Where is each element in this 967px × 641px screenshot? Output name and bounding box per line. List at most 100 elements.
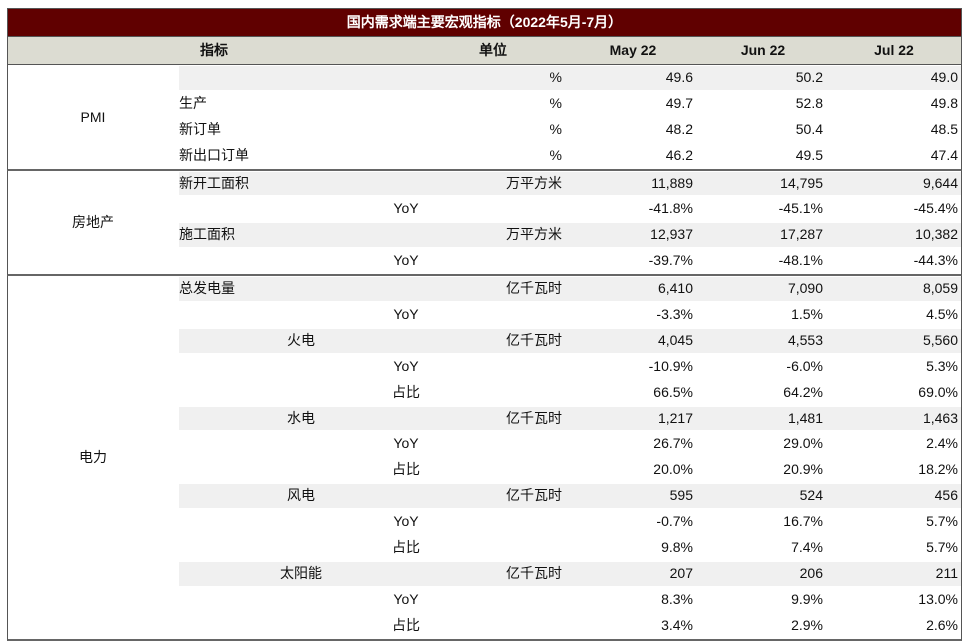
- value-cell: 9.9%: [791, 590, 823, 607]
- value-cell: 1,217: [657, 409, 693, 426]
- table-header: 指标 单位 May 22 Jun 22 Jul 22: [7, 36, 962, 65]
- value-cell: 26.7%: [653, 435, 693, 452]
- value-cell: 18.2%: [918, 461, 958, 478]
- value-cell: -41.8%: [648, 200, 693, 217]
- value-cell: 1,481: [787, 409, 823, 426]
- table-row: 新订单% 48.2 50.4 48.5: [8, 117, 961, 143]
- value-cell: -6.0%: [786, 357, 823, 374]
- value-cell: 1.5%: [791, 306, 823, 323]
- table-row: 占比 20.0% 20.9% 18.2%: [8, 457, 961, 483]
- value-cell: 3.4%: [661, 616, 693, 633]
- value-cell: 2.9%: [791, 616, 823, 633]
- value-cell: 49.0: [930, 69, 958, 85]
- value-cell: -39.7%: [648, 252, 693, 269]
- value-cell: 50.2: [795, 69, 823, 85]
- value-cell: 8,059: [922, 280, 958, 297]
- value-cell: 69.0%: [918, 383, 958, 400]
- value-cell: 16.7%: [783, 513, 823, 530]
- value-cell: 5.7%: [926, 539, 958, 556]
- unit-cell: 亿千瓦时: [506, 331, 562, 348]
- value-cell: 13.0%: [918, 590, 958, 607]
- value-cell: 47.4: [930, 146, 958, 163]
- value-cell: 11,889: [651, 174, 693, 191]
- value-cell: 524: [799, 487, 823, 504]
- table-row: 占比 66.5% 64.2% 69.0%: [8, 380, 961, 406]
- table-row: 水电 亿千瓦时 1,217 1,481 1,463: [8, 406, 961, 432]
- row-group: 房地产 新开工面积 万平方米 11,889 14,795 9,644 YoY -41.8% -4…: [7, 170, 962, 277]
- value-cell: 5.3%: [926, 357, 958, 374]
- value-cell: 9.8%: [661, 539, 693, 556]
- value-cell: -48.1%: [778, 252, 823, 269]
- value-cell: 4,553: [787, 331, 823, 348]
- value-cell: 7.4%: [791, 539, 823, 556]
- table-row: 总发电量 亿千瓦时 6,410 7,090 8,059: [8, 276, 961, 302]
- table-row: 太阳能 亿千瓦时 207 206 211: [8, 561, 961, 587]
- table-row: YoY -3.3% 1.5% 4.5%: [8, 302, 961, 328]
- table-title: 国内需求端主要宏观指标（2022年5月-7月）: [7, 8, 962, 36]
- group-name: 电力: [79, 449, 107, 466]
- indicator-label: 新订单: [179, 120, 221, 137]
- value-cell: 7,090: [787, 280, 823, 297]
- value-cell: 52.8: [795, 94, 823, 111]
- value-cell: 8.3%: [661, 590, 693, 607]
- value-cell: 66.5%: [653, 383, 693, 400]
- value-cell: 4.5%: [926, 306, 958, 323]
- value-cell: 20.9%: [783, 461, 823, 478]
- table-row: YoY -39.7% -48.1% -44.3%: [8, 248, 961, 274]
- value-cell: 49.5: [795, 146, 823, 163]
- unit-cell: 亿千瓦时: [506, 487, 562, 504]
- value-cell: 2.6%: [926, 616, 958, 633]
- unit-cell: 亿千瓦时: [506, 409, 562, 426]
- indicator-label: 新开工面积: [179, 174, 249, 191]
- header-month-1: May 22: [609, 42, 657, 58]
- table-row: YoY 26.7% 29.0% 2.4%: [8, 431, 961, 457]
- table-row: YoY 8.3% 9.9% 13.0%: [8, 587, 961, 613]
- indicator-label: 新出口订单: [179, 146, 249, 163]
- table-row: YoY -10.9% -6.0% 5.3%: [8, 354, 961, 380]
- table-row: 新出口订单% 46.2 49.5 47.4: [8, 143, 961, 169]
- group-name: PMI: [80, 108, 106, 125]
- group-name: 房地产: [72, 214, 114, 231]
- value-cell: 1,463: [922, 409, 958, 426]
- value-cell: 211: [935, 564, 958, 581]
- value-cell: 49.7: [665, 94, 693, 111]
- value-cell: 17,287: [780, 226, 823, 243]
- header-indicator: 指标: [200, 42, 228, 58]
- indicator-label: 施工面积: [179, 226, 235, 243]
- value-cell: 5.7%: [926, 513, 958, 530]
- table-row: 占比 9.8% 7.4% 5.7%: [8, 535, 961, 561]
- unit-cell: 万平方米: [506, 226, 562, 243]
- table-row: 占比 3.4% 2.9% 2.6%: [8, 613, 961, 639]
- value-cell: 48.2: [665, 120, 693, 137]
- table-row: 风电 亿千瓦时 595 524 456: [8, 483, 961, 509]
- value-cell: 12,937: [650, 226, 693, 243]
- header-month-2: Jun 22: [740, 42, 786, 58]
- value-cell: -3.3%: [656, 306, 693, 323]
- value-cell: 46.2: [665, 146, 693, 163]
- indicator-label: 总发电量: [179, 280, 235, 297]
- unit-cell: %: [549, 146, 562, 163]
- value-cell: -44.3%: [913, 252, 958, 269]
- table-body: PMI% 49.6 50.2 49.0 生产% 49.7 52.8 49.8 新订单% 48.2 5…: [7, 65, 962, 641]
- table-row: 新开工面积 万平方米 11,889 14,795 9,644: [8, 171, 961, 197]
- value-cell: -0.7%: [656, 513, 693, 530]
- value-cell: 64.2%: [783, 383, 823, 400]
- unit-cell: 万平方米: [506, 174, 562, 191]
- table-row: 生产% 49.7 52.8 49.8: [8, 91, 961, 117]
- value-cell: 20.0%: [653, 461, 693, 478]
- value-cell: -45.4%: [913, 200, 958, 217]
- header-month-3: Jul 22: [874, 42, 914, 58]
- value-cell: -10.9%: [648, 357, 693, 374]
- value-cell: 595: [669, 487, 693, 504]
- row-group: PMI% 49.6 50.2 49.0 生产% 49.7 52.8 49.8 新订单% 48.2 5…: [7, 65, 962, 171]
- value-cell: 49.8: [930, 94, 958, 111]
- header-unit: 单位: [479, 42, 507, 58]
- table-row: % 49.6 50.2 49.0: [8, 65, 961, 91]
- value-cell: 48.5: [930, 120, 958, 137]
- table-row: 火电 亿千瓦时 4,045 4,553 5,560: [8, 328, 961, 354]
- unit-cell: %: [549, 69, 562, 85]
- value-cell: 456: [934, 487, 958, 504]
- value-cell: 10,382: [915, 226, 958, 243]
- table-row: YoY -41.8% -45.1% -45.4%: [8, 196, 961, 222]
- value-cell: 207: [669, 564, 693, 581]
